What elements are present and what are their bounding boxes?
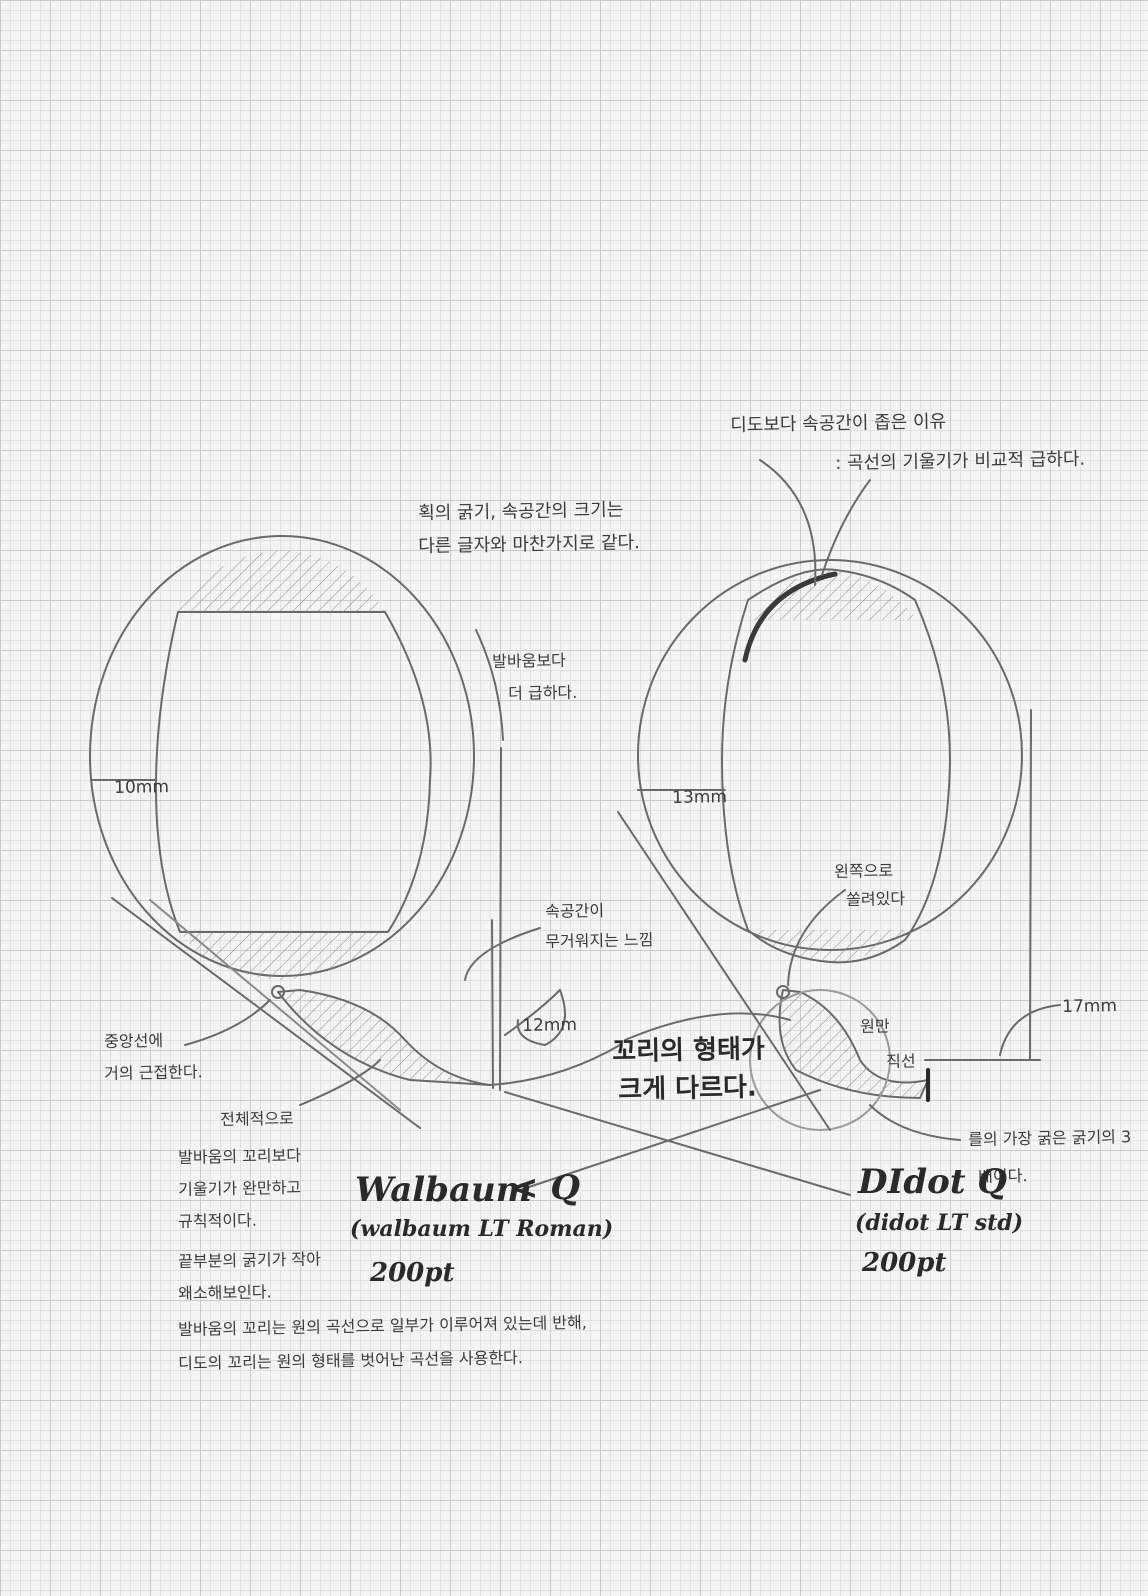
note-counter-2: 무거워지는 느낌 (545, 930, 654, 951)
walbaum-tail-origin (271, 985, 285, 999)
arrow-left-side-note (787, 889, 846, 986)
walbaum-tail-tangent (111, 897, 421, 1129)
arrow-counter-note (464, 927, 541, 981)
didot-tail-tangent (617, 811, 831, 1131)
note-stroke-same-2: 다른 글자와 마찬가지로 같다. (418, 532, 640, 557)
note-walbaum-desc-2: 기울기가 완만하고 (178, 1177, 302, 1199)
walbaum-tail-tangent-2 (149, 899, 401, 1111)
label-didot-name: DIdot Q (858, 1162, 1007, 1202)
note-slope-2: 더 급하다. (508, 682, 578, 703)
note-tail-diff-1: 꼬리의 형태가 (612, 1034, 766, 1067)
didot-tail-origin (776, 985, 790, 999)
walbaum-top-hatch (178, 550, 385, 612)
measure-walbaum-tail: 12mm (522, 1015, 578, 1036)
note-center-1: 중앙선에 (104, 1030, 164, 1051)
didot-right-edge (1029, 709, 1032, 1061)
arrow-tail-measure (504, 989, 561, 1036)
walbaum-tail (277, 989, 491, 1086)
note-thickest-1: 를의 가장 굵은 굵기의 3 (968, 1127, 1132, 1149)
label-walbaum-q: < Q (510, 1168, 580, 1208)
note-slope-1: 발바움보다 (492, 650, 566, 671)
note-tail-diff-2: 크게 다르다. (618, 1072, 758, 1105)
walbaum-q-letter (89, 535, 504, 1129)
measure-didot-stroke: 13mm (672, 787, 728, 808)
note-didot-because: : 곡선의 기울기가 비교적 급하다. (835, 448, 1086, 474)
arrow-didot-to-walbaum-label (519, 1089, 821, 1191)
note-walbaum-desc-1: 발바움의 꼬리보다 (178, 1145, 302, 1167)
didot-bottom-hatch (750, 930, 905, 962)
arrow-reason-to-didot (759, 459, 817, 586)
arrow-tail-diff-right (624, 1012, 791, 1041)
didot-tail (778, 989, 929, 1099)
didot-q-letter (617, 559, 1041, 1131)
didot-thick-stroke (742, 571, 838, 663)
label-didot-size: 200pt (862, 1248, 947, 1278)
note-walbaum-desc-4: 끝부분의 굵기가 작아 (178, 1249, 322, 1271)
walbaum-right-edge-2 (491, 919, 494, 1089)
note-circle: 원만 (860, 1016, 890, 1036)
counter-measure-loop (516, 989, 566, 1046)
arrow-overall-note (299, 1059, 381, 1106)
note-left-side-1: 왼쪽으로 (834, 860, 894, 881)
note-stroke-same-1: 획의 굵기, 속공간의 크기는 (418, 499, 624, 524)
note-center-2: 거의 근접한다. (104, 1062, 203, 1083)
note-left-side-2: 쏠려있다 (846, 888, 906, 909)
arrow-tail-diff-left (489, 1044, 621, 1086)
note-overall: 전체적으로 (220, 1108, 294, 1129)
arrow-because-to-didot (821, 479, 871, 576)
walbaum-slope-arrow (475, 629, 504, 741)
didot-top-hatch (748, 570, 918, 620)
note-walbaum-desc-5: 왜소해보인다. (178, 1282, 272, 1303)
arrow-walbaum-to-didot-label (504, 1091, 851, 1196)
didot-inner-counter (721, 568, 951, 964)
label-didot-font: (didot LT std) (855, 1210, 1024, 1236)
note-walbaum-desc-3: 규칙적이다. (178, 1210, 258, 1231)
label-walbaum-name: Walbaum (355, 1170, 532, 1210)
label-walbaum-size: 200pt (370, 1258, 455, 1288)
arrow-center-note (184, 999, 271, 1046)
didot-tail-circle (749, 989, 891, 1131)
note-counter-1: 속공간이 (545, 900, 605, 921)
walbaum-right-edge (499, 747, 502, 1091)
measure-walbaum-stroke: 10mm (114, 777, 170, 798)
walbaum-inner-counter (154, 611, 432, 933)
arrow-17mm (999, 1004, 1061, 1056)
arrow-thickest-note (869, 1104, 961, 1141)
measure-didot-tail: 17mm (1062, 996, 1118, 1017)
label-walbaum-font: (walbaum LT Roman) (350, 1216, 614, 1242)
note-straight: 직선 (886, 1051, 916, 1071)
note-didot-reason: 디도보다 속공간이 좁은 이유 (730, 411, 947, 436)
